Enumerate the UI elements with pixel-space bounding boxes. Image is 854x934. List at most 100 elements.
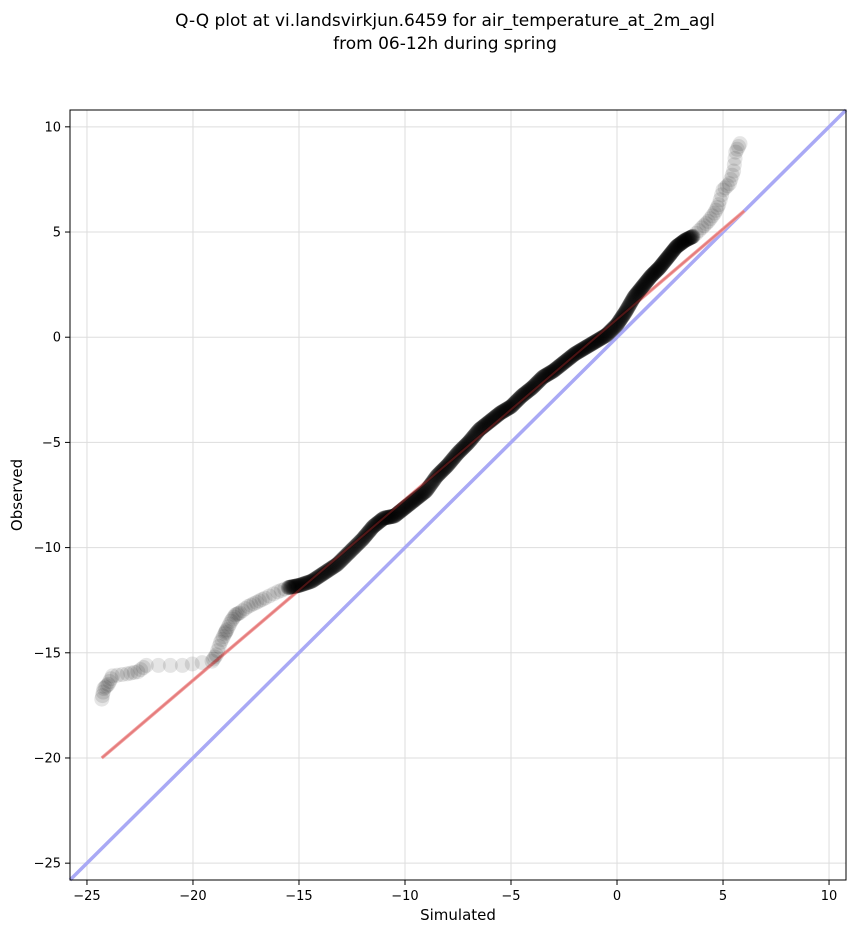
data-point [448, 447, 464, 463]
data-point [607, 319, 623, 335]
data-point [645, 266, 661, 282]
data-point [495, 404, 511, 420]
data-point [217, 624, 233, 640]
data-point [593, 330, 609, 346]
data-point [480, 415, 496, 431]
data-point [136, 660, 152, 676]
data-point [646, 265, 662, 281]
data-point [452, 443, 468, 459]
data-point [215, 629, 231, 645]
data-point [558, 353, 574, 369]
data-point [654, 256, 670, 272]
data-point [616, 307, 632, 323]
data-point [298, 575, 314, 591]
data-point [456, 439, 472, 455]
data-point [416, 485, 432, 501]
data-point [404, 494, 420, 510]
data-point [210, 643, 226, 659]
data-point [194, 655, 210, 671]
data-point [302, 574, 318, 590]
data-point [514, 388, 530, 404]
data-point [526, 377, 542, 393]
data-point [647, 264, 663, 280]
data-point [306, 571, 322, 587]
data-point [433, 464, 449, 480]
data-point [289, 578, 305, 594]
data-point [288, 578, 304, 594]
x-axis-ticks: −25 −20 −15 −10 −5 0 5 10 [73, 880, 837, 904]
data-point [551, 358, 567, 374]
data-point [321, 562, 337, 578]
data-point [318, 564, 334, 580]
data-point [315, 566, 331, 582]
data-point [600, 326, 616, 342]
data-point [685, 229, 701, 245]
identity-line [68, 108, 848, 882]
data-point [369, 516, 385, 532]
data-point [548, 361, 564, 377]
data-point [448, 448, 464, 464]
data-point [484, 412, 500, 428]
data-point [307, 571, 323, 587]
data-point [423, 475, 439, 491]
data-point [685, 228, 701, 244]
data-point [230, 606, 246, 622]
data-point [605, 320, 621, 336]
data-point [490, 407, 506, 423]
data-point [494, 404, 510, 420]
data-point [674, 235, 690, 251]
data-point [501, 400, 517, 416]
data-point [392, 503, 408, 519]
data-point [564, 348, 580, 364]
y-tick-label: 10 [44, 120, 61, 135]
data-point [598, 328, 614, 344]
data-point [261, 588, 277, 604]
data-point [109, 667, 125, 683]
data-point [590, 332, 606, 348]
data-point [390, 505, 406, 521]
data-point [461, 434, 477, 450]
data-point [727, 150, 743, 166]
data-point [344, 542, 360, 558]
data-point [526, 378, 542, 394]
data-point [601, 324, 617, 340]
data-point [676, 233, 692, 249]
data-point [366, 518, 382, 534]
data-point [380, 509, 396, 525]
data-point [667, 241, 683, 257]
data-point [422, 478, 438, 494]
data-point [364, 519, 380, 535]
data-point [728, 144, 744, 160]
data-point [204, 653, 220, 669]
data-point [639, 273, 655, 289]
data-point [294, 577, 310, 593]
data-point [431, 466, 447, 482]
data-point [447, 449, 463, 465]
data-point [551, 359, 567, 375]
data-point [325, 559, 341, 575]
data-point [400, 497, 416, 513]
data-point [446, 449, 462, 465]
data-point [558, 353, 574, 369]
data-point [280, 580, 296, 596]
data-point [328, 557, 344, 573]
data-point [569, 345, 585, 361]
data-point [211, 638, 227, 654]
data-point [473, 421, 489, 437]
data-point [94, 691, 110, 707]
data-point [729, 141, 745, 157]
data-point [592, 331, 608, 347]
data-point [361, 523, 377, 539]
data-point [547, 362, 563, 378]
data-point [391, 504, 407, 520]
data-point [680, 231, 696, 247]
data-point [184, 656, 200, 672]
data-point [724, 167, 740, 183]
data-point [425, 473, 441, 489]
y-axis-ticks: −25 −20 −15 −10 −5 0 5 10 [34, 120, 70, 872]
data-point [524, 380, 540, 396]
data-point [243, 597, 259, 613]
x-tick-label: −20 [179, 889, 206, 904]
data-point [698, 216, 714, 232]
data-point [436, 461, 452, 477]
